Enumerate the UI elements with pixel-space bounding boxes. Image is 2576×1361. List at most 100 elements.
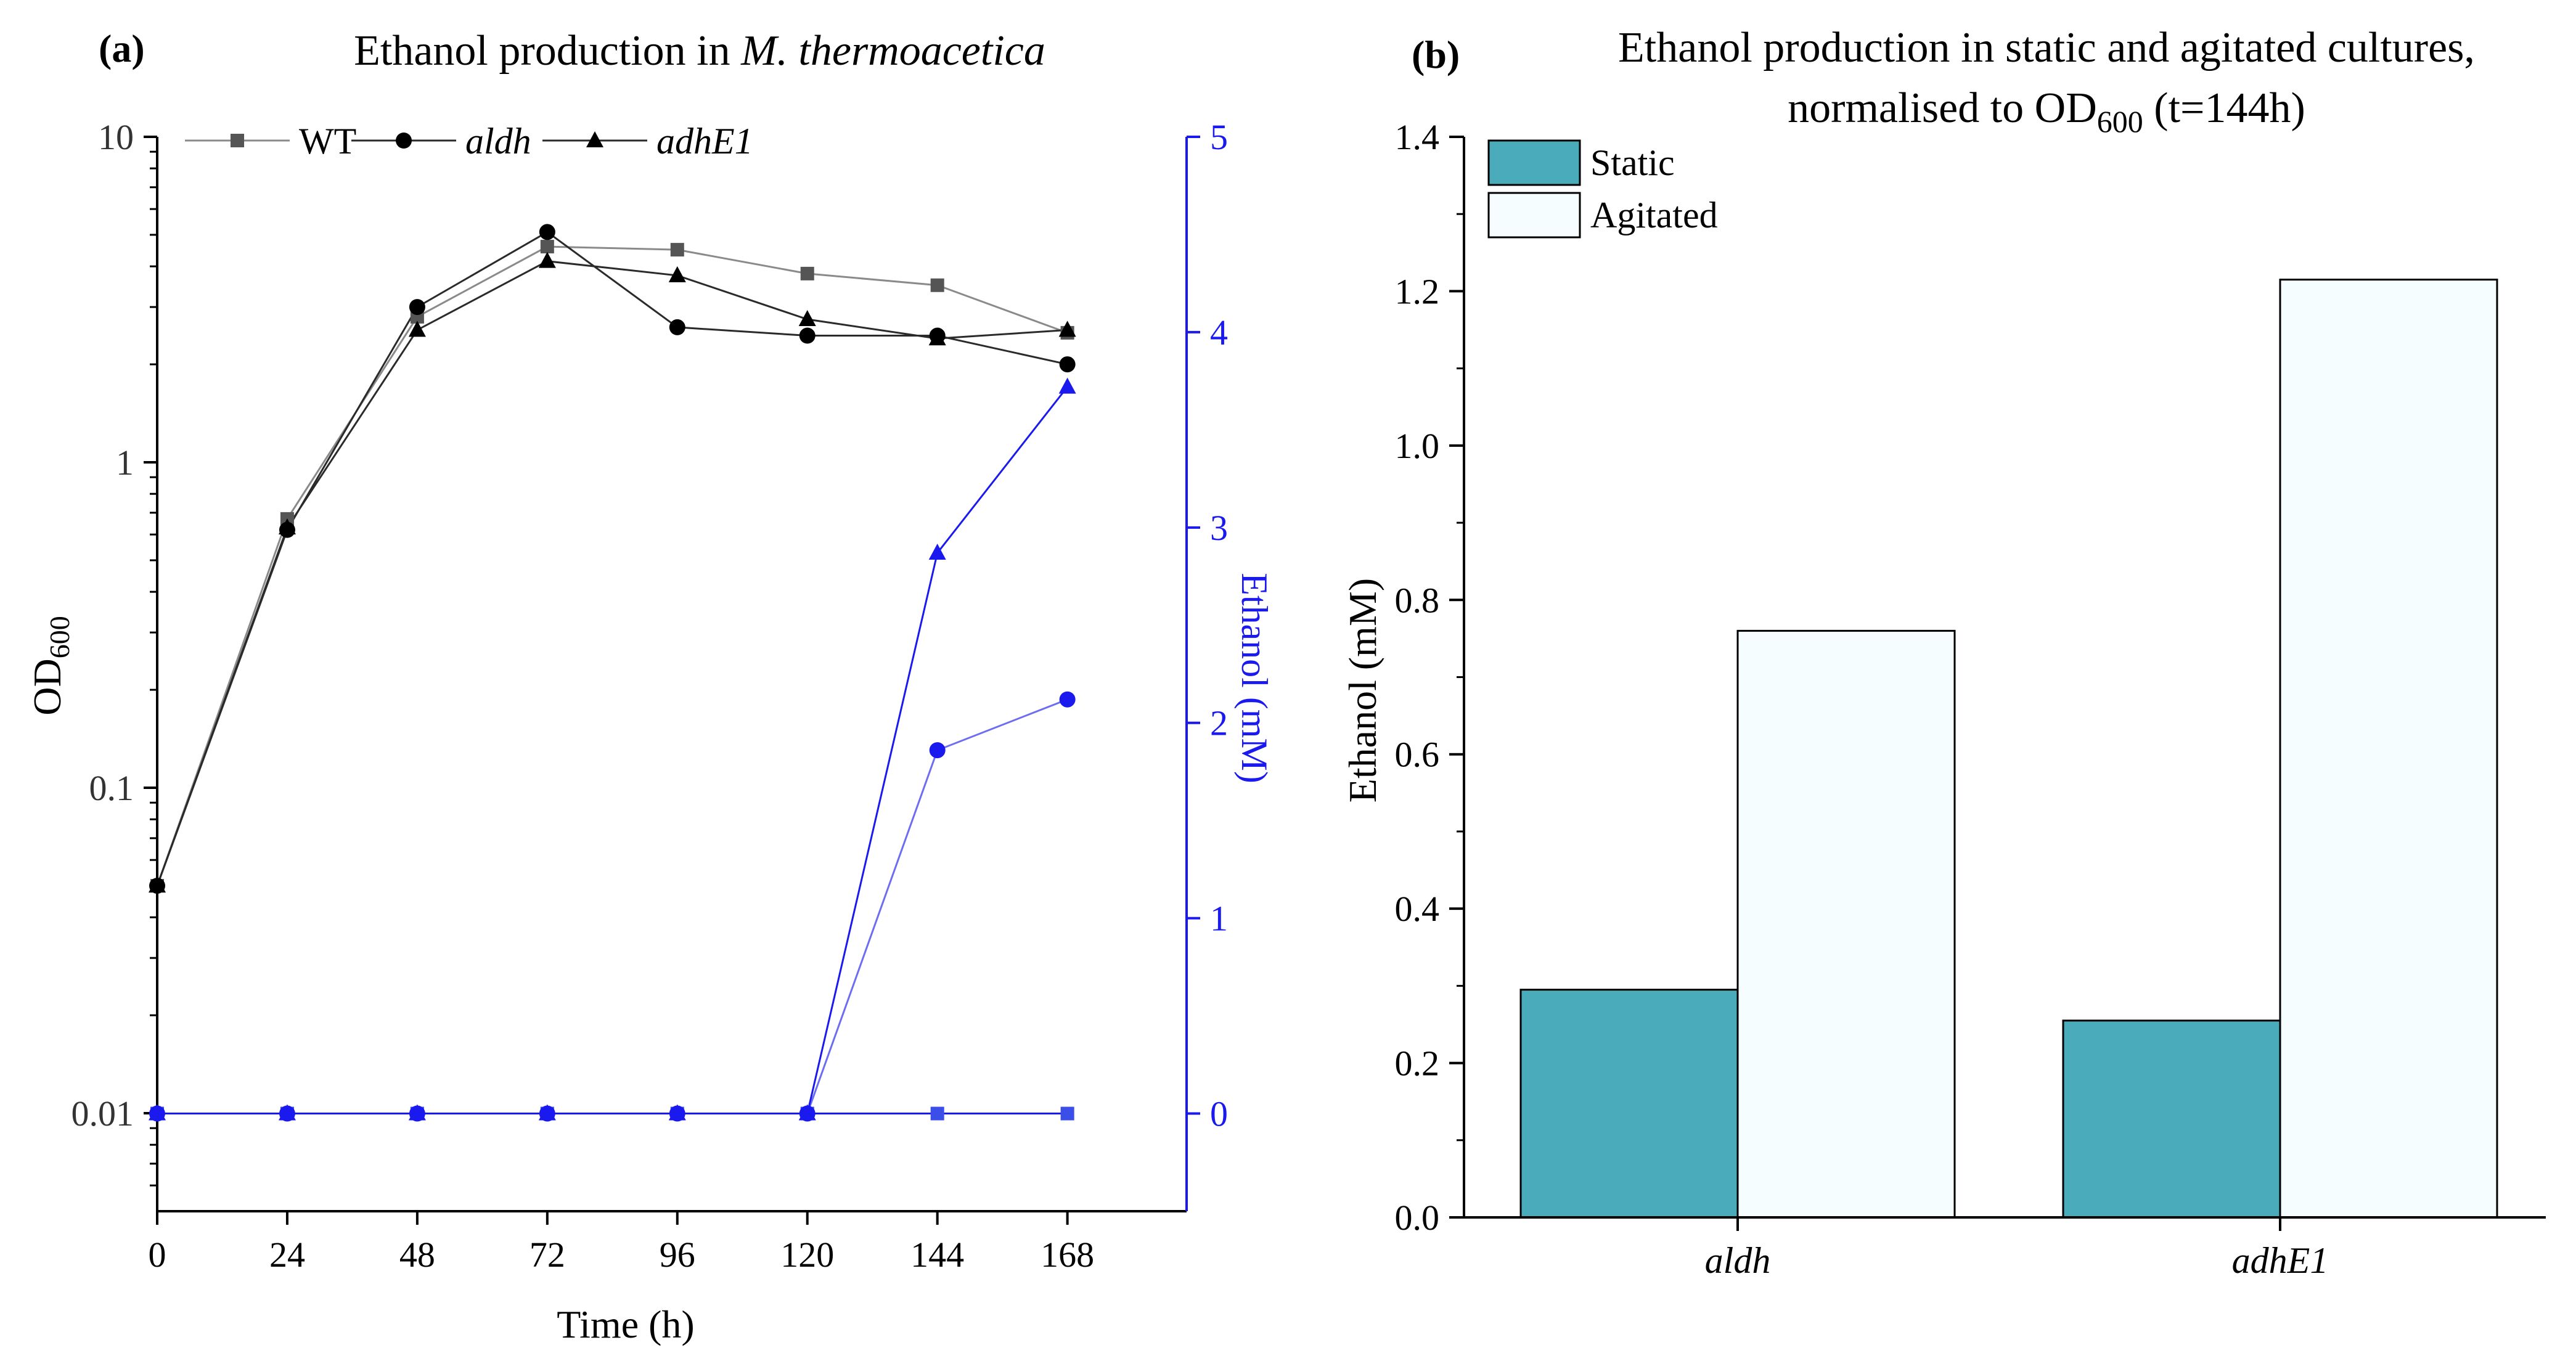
panel-a-legend-marker-aldh xyxy=(396,133,412,149)
panel-a-x-tick-label: 144 xyxy=(910,1235,964,1275)
panel-b-y-tick-label: 0.2 xyxy=(1395,1044,1440,1084)
panel-a-od-point-adhE1 xyxy=(278,518,296,534)
panel-b-y-axis-label: Ethanol (mM) xyxy=(1341,578,1384,803)
panel-b-title-line1: Ethanol production in static and agitate… xyxy=(1618,24,2475,72)
panel-a-ethanol-point-aldh xyxy=(929,742,946,759)
panel-a-legend-marker-adhE1 xyxy=(586,131,603,147)
panel-a-label: (a) xyxy=(99,27,145,70)
panel-a-od-point-WT xyxy=(670,243,684,257)
panel-a-ethanol-point-adhE1 xyxy=(668,1104,686,1121)
panel-a-y-label-base: OD xyxy=(25,658,69,715)
panel-a-x-tick-label: 24 xyxy=(269,1235,305,1275)
panel-a-ethanol-point-adhE1 xyxy=(538,1104,556,1121)
panel-a-y-label-sub: 600 xyxy=(44,616,75,658)
panel-b-label: (b) xyxy=(1412,33,1460,76)
panel-b-legend-label-Agitated: Agitated xyxy=(1590,195,1718,235)
panel-a-y-axis-label: OD600 xyxy=(25,616,75,715)
panel-b-y-tick-label: 0.4 xyxy=(1395,889,1440,929)
panel-a-ethanol-point-adhE1 xyxy=(928,544,946,560)
panel-b-legend-label-Static: Static xyxy=(1590,142,1675,183)
panel-b-y-tick-label: 0.8 xyxy=(1395,580,1440,620)
panel-b-legend-swatch-Agitated xyxy=(1487,192,1581,239)
panel-a-ethanol-point-adhE1 xyxy=(278,1104,296,1121)
panel-a-x-tick-label: 0 xyxy=(149,1235,166,1275)
panel-a-title: Ethanol production in M. thermoacetica xyxy=(354,27,1045,75)
panel-a-od-point-adhE1 xyxy=(928,329,946,346)
panel-b-y-tick-label: 0.6 xyxy=(1395,735,1440,775)
panel-a-title-prefix: Ethanol production in xyxy=(354,27,741,75)
panel-a-od-point-aldh xyxy=(1059,356,1076,373)
panel-a-ethanol-point-WT xyxy=(1060,1106,1074,1121)
panel-a-x-tick-label: 168 xyxy=(1041,1235,1094,1275)
panel-a-y2-tick-label: 2 xyxy=(1210,703,1228,743)
panel-b-bar-adhE1-Agitated xyxy=(2279,279,2498,1219)
panel-a-ethanol-point-aldh xyxy=(1059,691,1076,708)
panel-b-bar-adhE1-Static xyxy=(2062,1020,2281,1219)
panel-a-od-line-WT xyxy=(156,245,1068,886)
panel-a-legend-label-WT: WT xyxy=(299,121,356,161)
panel-a-y2-tick-label: 5 xyxy=(1210,117,1228,157)
panel-a-od-line-adhE1 xyxy=(156,260,1068,886)
panel-a-y-tick-label: 0.1 xyxy=(89,768,134,808)
panel-a: (a) Ethanol production in M. thermoaceti… xyxy=(25,27,1275,1346)
panel-b-y-tick-label: 1.4 xyxy=(1395,117,1440,157)
panel-b-title-line2-pre: normalised to OD xyxy=(1788,84,2097,132)
panel-b-bar-aldh-Agitated xyxy=(1736,629,1956,1219)
panel-a-x-tick-label: 48 xyxy=(399,1235,435,1275)
panel-a-od-point-aldh xyxy=(539,224,555,240)
panel-a-od-point-adhE1 xyxy=(408,321,426,337)
panel-a-od-point-aldh xyxy=(799,327,816,344)
panel-a-x-tick-label: 72 xyxy=(530,1235,565,1275)
panel-b-legend-swatch-Static xyxy=(1487,139,1581,186)
panel-a-ethanol-line-aldh xyxy=(157,698,1068,1115)
panel-a-axes xyxy=(156,137,1188,1212)
panel-b: (b) Ethanol production in static and agi… xyxy=(1341,24,2546,1281)
panel-b-x-tick-label: aldh xyxy=(1705,1240,1771,1281)
panel-a-x-axis-label: Time (h) xyxy=(557,1302,694,1346)
panel-a-ethanol-point-adhE1 xyxy=(408,1104,426,1121)
panel-a-y-tick-label: 1 xyxy=(116,443,134,483)
panel-b-y-tick-label: 0.0 xyxy=(1395,1198,1440,1238)
panel-a-od-point-aldh xyxy=(669,319,685,335)
panel-b-legend: Static Agitated xyxy=(1487,139,1718,239)
panel-b-bar-aldh-Static xyxy=(1519,989,1739,1219)
panel-a-x-tick-label: 120 xyxy=(780,1235,834,1275)
panel-a-x-tick-label: 96 xyxy=(660,1235,695,1275)
panel-a-legend-label-adhE1: adhE1 xyxy=(656,121,753,161)
panel-a-od-point-WT xyxy=(800,266,814,280)
panel-a-legend-label-aldh: aldh xyxy=(465,121,531,161)
panel-a-od-point-adhE1 xyxy=(668,266,686,282)
panel-a-y2-tick-label: 1 xyxy=(1210,899,1228,939)
panel-a-title-italic: M. thermoacetica xyxy=(740,27,1045,75)
panel-a-ethanol-point-WT xyxy=(930,1106,944,1121)
panel-b-title-line2: normalised to OD600 (t=144h) xyxy=(1788,84,2305,139)
panel-b-title-line2-post: (t=144h) xyxy=(2143,84,2305,132)
panel-a-series-markers xyxy=(149,224,1076,1122)
panel-a-od-point-adhE1 xyxy=(1058,321,1076,337)
panel-a-od-point-adhE1 xyxy=(149,876,166,893)
panel-a-ethanol-point-adhE1 xyxy=(798,1104,816,1121)
panel-a-ticks: 0 24 48 72 96 120 144 168 0.01 0.1 1 10 0 1 2 3 4 5 xyxy=(72,117,1229,1275)
panel-b-x-tick-label: adhE1 xyxy=(2232,1240,2329,1281)
panel-a-legend: WT aldh adhE1 xyxy=(185,121,753,161)
panel-a-series-lines xyxy=(156,231,1068,1115)
panel-a-od-point-WT xyxy=(540,240,554,254)
panel-a-y-tick-label: 10 xyxy=(98,117,134,157)
panel-b-title-line2-sub: 600 xyxy=(2097,104,2143,139)
panel-a-ethanol-line-adhE1 xyxy=(157,386,1068,1115)
panel-a-od-point-WT xyxy=(930,278,944,292)
panel-a-od-point-adhE1 xyxy=(798,310,816,327)
panel-a-y2-tick-label: 0 xyxy=(1210,1094,1228,1134)
panel-a-y-tick-label: 0.01 xyxy=(72,1093,134,1134)
panel-b-y-tick-label: 1.0 xyxy=(1395,426,1440,466)
panel-b-ticks: 0.0 0.2 0.4 0.6 0.8 1.0 1.2 1.4 aldh adhE1 xyxy=(1395,117,2329,1281)
panel-a-od-point-aldh xyxy=(409,299,425,316)
panel-a-ethanol-point-adhE1 xyxy=(1058,377,1076,394)
panel-a-od-point-adhE1 xyxy=(538,251,556,268)
panel-a-legend-marker-WT xyxy=(231,134,244,147)
panel-a-ethanol-point-adhE1 xyxy=(149,1104,166,1121)
panel-a-y2-axis-label: Ethanol (mM) xyxy=(1234,573,1275,783)
panel-b-bars xyxy=(1519,279,2498,1219)
panel-a-y2-tick-label: 4 xyxy=(1210,313,1228,353)
